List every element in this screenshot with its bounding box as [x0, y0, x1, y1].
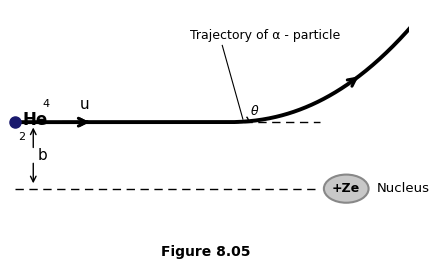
- Text: Trajectory of α - particle: Trajectory of α - particle: [190, 29, 340, 42]
- Circle shape: [324, 175, 368, 203]
- Text: 2: 2: [18, 133, 25, 142]
- Text: +Ze: +Ze: [332, 182, 361, 195]
- Text: 4: 4: [42, 99, 49, 109]
- Text: u: u: [79, 97, 89, 112]
- Text: He: He: [22, 111, 48, 129]
- Text: Figure 8.05: Figure 8.05: [161, 245, 251, 259]
- Text: b: b: [37, 148, 47, 163]
- Text: θ: θ: [251, 105, 258, 119]
- Text: Nucleus: Nucleus: [377, 182, 430, 195]
